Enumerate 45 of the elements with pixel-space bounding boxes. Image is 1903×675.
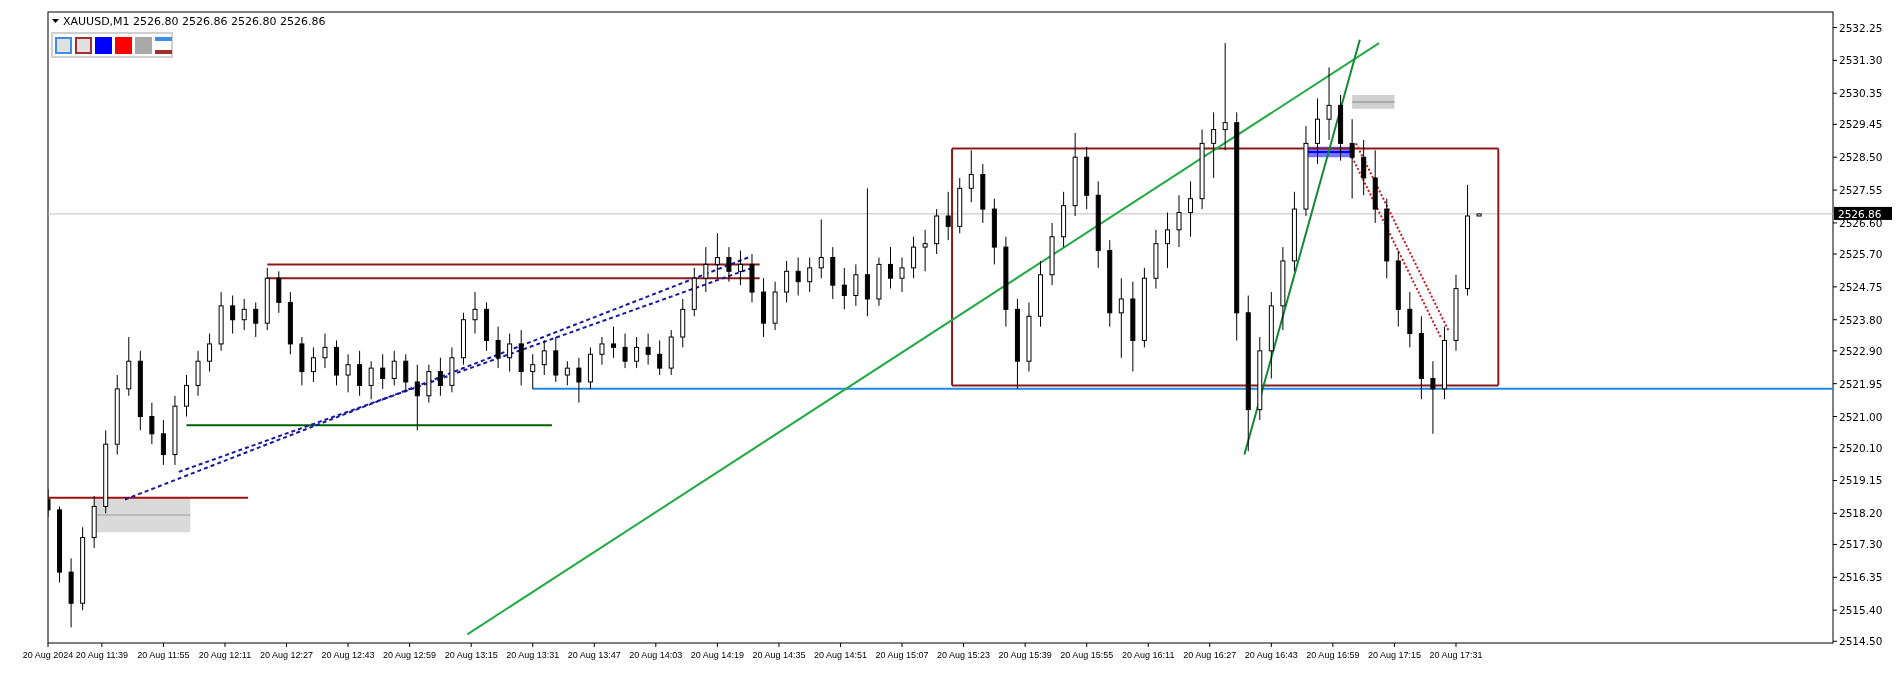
x-tick-label: 20 Aug 16:59 <box>1306 650 1360 660</box>
y-tick-label: 2522.90 <box>1839 344 1883 357</box>
x-tick-label: 20 Aug 17:31 <box>1429 650 1483 660</box>
x-tick-label: 20 Aug 14:35 <box>752 650 806 660</box>
x-tick-label: 20 Aug 12:59 <box>383 650 437 660</box>
y-tick-label: 2520.10 <box>1839 441 1883 454</box>
x-tick-label: 20 Aug 16:43 <box>1244 650 1298 660</box>
x-tick-label: 20 Aug 15:55 <box>1060 650 1114 660</box>
x-tick-label: 20 Aug 15:39 <box>998 650 1052 660</box>
x-tick-label: 20 Aug 16:27 <box>1183 650 1237 660</box>
y-tick-label: 2521.00 <box>1839 410 1883 423</box>
y-tick-label: 2530.35 <box>1839 87 1883 100</box>
x-tick-label: 20 Aug 13:47 <box>567 650 621 660</box>
y-tick-label: 2527.55 <box>1839 184 1883 197</box>
y-tick-label: 2516.35 <box>1839 571 1883 584</box>
x-tick-label: 20 Aug 16:11 <box>1122 650 1175 660</box>
x-tick-label: 20 Aug 12:43 <box>321 650 375 660</box>
x-tick-label: 20 Aug 17:15 <box>1367 650 1421 660</box>
y-tick-label: 2521.95 <box>1839 377 1883 390</box>
y-tick-label: 2528.50 <box>1839 151 1883 164</box>
y-tick-label: 2524.75 <box>1839 280 1883 293</box>
x-tick-label: 20 Aug 13:31 <box>506 650 560 660</box>
x-tick-label: 20 Aug 11:55 <box>137 650 190 660</box>
y-tick-label: 2525.70 <box>1839 248 1883 261</box>
y-tick-label: 2514.50 <box>1839 635 1883 648</box>
y-tick-label: 2515.40 <box>1839 604 1883 617</box>
x-tick-label: 20 Aug 12:27 <box>259 650 314 660</box>
x-tick-label: 20 Aug 13:15 <box>444 650 498 660</box>
y-tick-label: 2519.15 <box>1839 474 1883 487</box>
x-tick-label: 20 Aug 14:03 <box>629 650 683 660</box>
y-tick-label: 2532.25 <box>1839 21 1883 34</box>
y-tick-label: 2518.20 <box>1839 507 1883 520</box>
y-tick-label: 2517.30 <box>1839 538 1883 551</box>
ref-line-label: 2526.86 <box>1838 207 1882 220</box>
x-tick-label: 20 Aug 15:07 <box>875 650 929 660</box>
x-tick-label: 20 Aug 14:51 <box>813 650 868 660</box>
x-tick-label: 20 Aug 12:11 <box>198 650 252 660</box>
y-tick-label: 2529.45 <box>1839 118 1883 131</box>
chart-title: XAUUSD,M1 2526.80 2526.86 2526.80 2526.86 <box>63 15 326 28</box>
y-tick-label: 2531.30 <box>1839 54 1883 67</box>
y-tick-label: 2523.80 <box>1839 313 1883 326</box>
x-tick-label: 20 Aug 11:39 <box>75 650 129 660</box>
x-tick-label: 20 Aug 15:23 <box>937 650 991 660</box>
x-tick-label: 20 Aug 2024 <box>22 650 74 660</box>
x-tick-label: 20 Aug 14:19 <box>690 650 744 660</box>
